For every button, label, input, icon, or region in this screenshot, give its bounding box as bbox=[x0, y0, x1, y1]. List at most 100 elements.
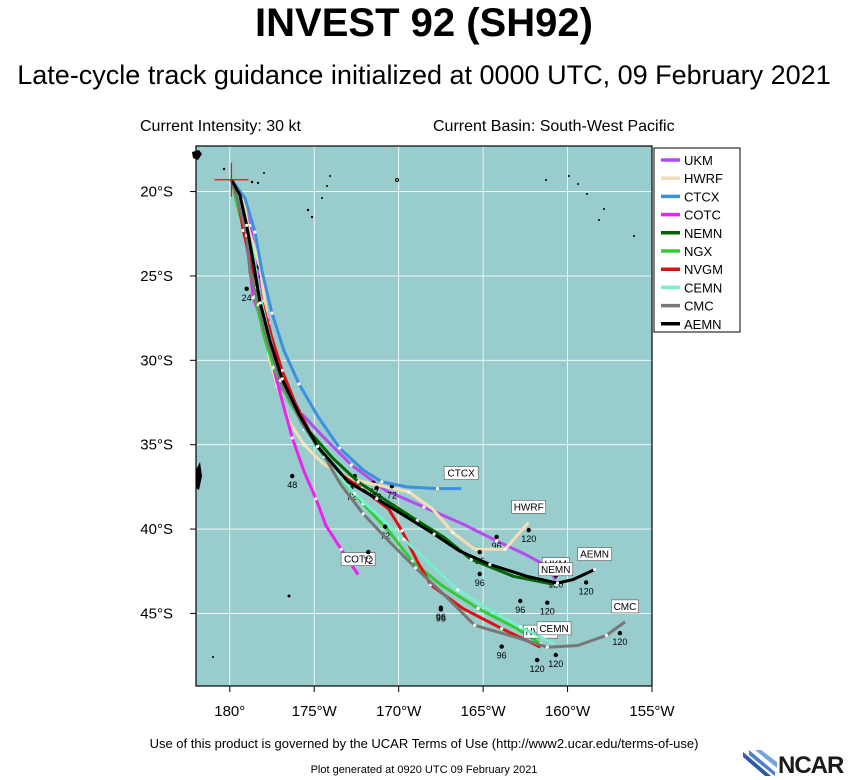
forecast-hour-label: 120 bbox=[612, 637, 627, 647]
forecast-hour-label: 96 bbox=[436, 612, 446, 622]
track-point bbox=[253, 230, 257, 234]
forecast-hour-dot bbox=[244, 286, 249, 292]
islet bbox=[256, 181, 260, 185]
islet bbox=[603, 208, 605, 210]
track-point bbox=[280, 377, 284, 381]
current-basin: Current Basin: South-West Pacific bbox=[433, 118, 675, 135]
forecast-hour-label: 96 bbox=[492, 541, 502, 551]
track-point bbox=[604, 633, 609, 637]
x-tick-label: 175°W bbox=[292, 703, 338, 720]
y-tick-label: 20°S bbox=[140, 184, 173, 201]
track-end-label: CTCX bbox=[448, 469, 476, 480]
forecast-hour-dot bbox=[477, 549, 482, 555]
page-title: INVEST 92 (SH92) bbox=[255, 1, 593, 45]
track-point bbox=[456, 588, 460, 592]
legend-label: COTC bbox=[684, 208, 721, 223]
islet bbox=[321, 197, 323, 199]
legend-label: NGX bbox=[684, 244, 713, 259]
track-end-label: COTC bbox=[344, 555, 372, 566]
x-tick-label: 165°W bbox=[461, 703, 507, 720]
track-end-box bbox=[577, 547, 612, 561]
forecast-hour-label: 72 bbox=[372, 492, 382, 502]
forecast-hour-label: 48 bbox=[287, 480, 297, 490]
track-point bbox=[500, 627, 504, 631]
track-point bbox=[280, 368, 284, 373]
track-point bbox=[476, 606, 480, 610]
track-point bbox=[432, 532, 436, 536]
legend-label: NVGM bbox=[684, 262, 723, 277]
forecast-hour-dot bbox=[617, 630, 623, 636]
track-end-box bbox=[611, 599, 639, 614]
x-tick-label: 170°W bbox=[376, 703, 422, 720]
ocean-background bbox=[196, 146, 652, 686]
forecast-hour-label: 96 bbox=[497, 651, 507, 661]
track-point bbox=[495, 539, 499, 543]
track-end-box bbox=[536, 621, 572, 636]
ncar-logo-text: NCAR bbox=[778, 752, 844, 779]
islet bbox=[310, 215, 314, 219]
track-end-box bbox=[538, 562, 574, 577]
terms-of-use: Use of this product is governed by the U… bbox=[149, 736, 699, 751]
legend: UKM HWRF CTCX COTC NEMN NGX NVGM CEMN CMC AEMN bbox=[653, 147, 741, 333]
forecast-hour-label: 120 bbox=[521, 534, 536, 544]
map-frame bbox=[195, 145, 653, 687]
forecast-hour-dot bbox=[518, 598, 523, 604]
track-point bbox=[469, 557, 473, 562]
forecast-hour-dot bbox=[366, 549, 371, 555]
forecast-hour-dot bbox=[534, 657, 540, 663]
track-point bbox=[356, 480, 360, 484]
forecast-hour-dot bbox=[477, 571, 482, 577]
track-point bbox=[488, 562, 492, 567]
track-end-box bbox=[511, 500, 547, 514]
y-tick-label: 40°S bbox=[140, 521, 173, 538]
track-point bbox=[413, 566, 418, 570]
track-end-label: NEMN bbox=[541, 565, 570, 576]
forecast-hour-label: 120 bbox=[540, 607, 555, 617]
forecast-tracks: 247296120UKM7296120HWRF72CTCX4824COTC729… bbox=[214, 162, 639, 674]
track-point bbox=[316, 444, 320, 448]
track-point bbox=[270, 311, 274, 315]
forecast-hour-label: 96 bbox=[515, 605, 525, 615]
forecast-hour-label: 72 bbox=[387, 490, 397, 500]
islet bbox=[586, 193, 588, 195]
islet bbox=[598, 219, 600, 221]
axis-labels: 180° 175°W 170°W 165°W 160°W 155°W 20°S 25°S 30°… bbox=[140, 184, 675, 720]
track-point bbox=[518, 625, 522, 629]
page-subtitle: Late-cycle track guidance initialized at… bbox=[17, 60, 831, 90]
track-point bbox=[290, 436, 294, 440]
forecast-hour-dot bbox=[382, 524, 388, 529]
track-cmc: 96 120 CMC bbox=[230, 179, 639, 661]
legend-label: HWRF bbox=[684, 171, 723, 186]
track-point bbox=[302, 443, 306, 447]
legend-label: NEMN bbox=[684, 226, 722, 241]
forecast-hour-dot bbox=[499, 644, 504, 649]
track-point bbox=[592, 567, 597, 572]
island-north-island-nz bbox=[196, 462, 202, 490]
current-intensity: Current Intensity: 30 kt bbox=[140, 118, 301, 135]
track-point bbox=[435, 486, 440, 491]
track-point bbox=[297, 382, 301, 386]
forecast-hour-label: 120 bbox=[530, 664, 545, 674]
islet bbox=[633, 235, 635, 237]
x-tick-label: 180° bbox=[214, 703, 245, 720]
legend-label: UKM bbox=[684, 153, 713, 168]
islet bbox=[263, 172, 265, 174]
legend-label: AEMN bbox=[684, 317, 722, 332]
x-tick-label: 155°W bbox=[629, 703, 675, 720]
forecast-hour-label: 120 bbox=[579, 586, 594, 596]
track-point bbox=[339, 547, 343, 551]
track-point bbox=[503, 547, 507, 551]
forecast-hour-dot bbox=[494, 534, 499, 540]
track-aemn: 72 96 120 AEMN bbox=[230, 179, 612, 615]
track-point bbox=[258, 301, 262, 305]
islet bbox=[545, 179, 547, 181]
track-point bbox=[400, 529, 404, 533]
forecast-hour-dot bbox=[583, 580, 589, 585]
forecast-hour-label: 24 bbox=[242, 293, 252, 303]
track-point bbox=[245, 223, 249, 227]
islet bbox=[329, 175, 331, 177]
track-point bbox=[555, 581, 560, 585]
forecast-hour-dot bbox=[553, 652, 558, 658]
track-end-box bbox=[340, 552, 376, 566]
